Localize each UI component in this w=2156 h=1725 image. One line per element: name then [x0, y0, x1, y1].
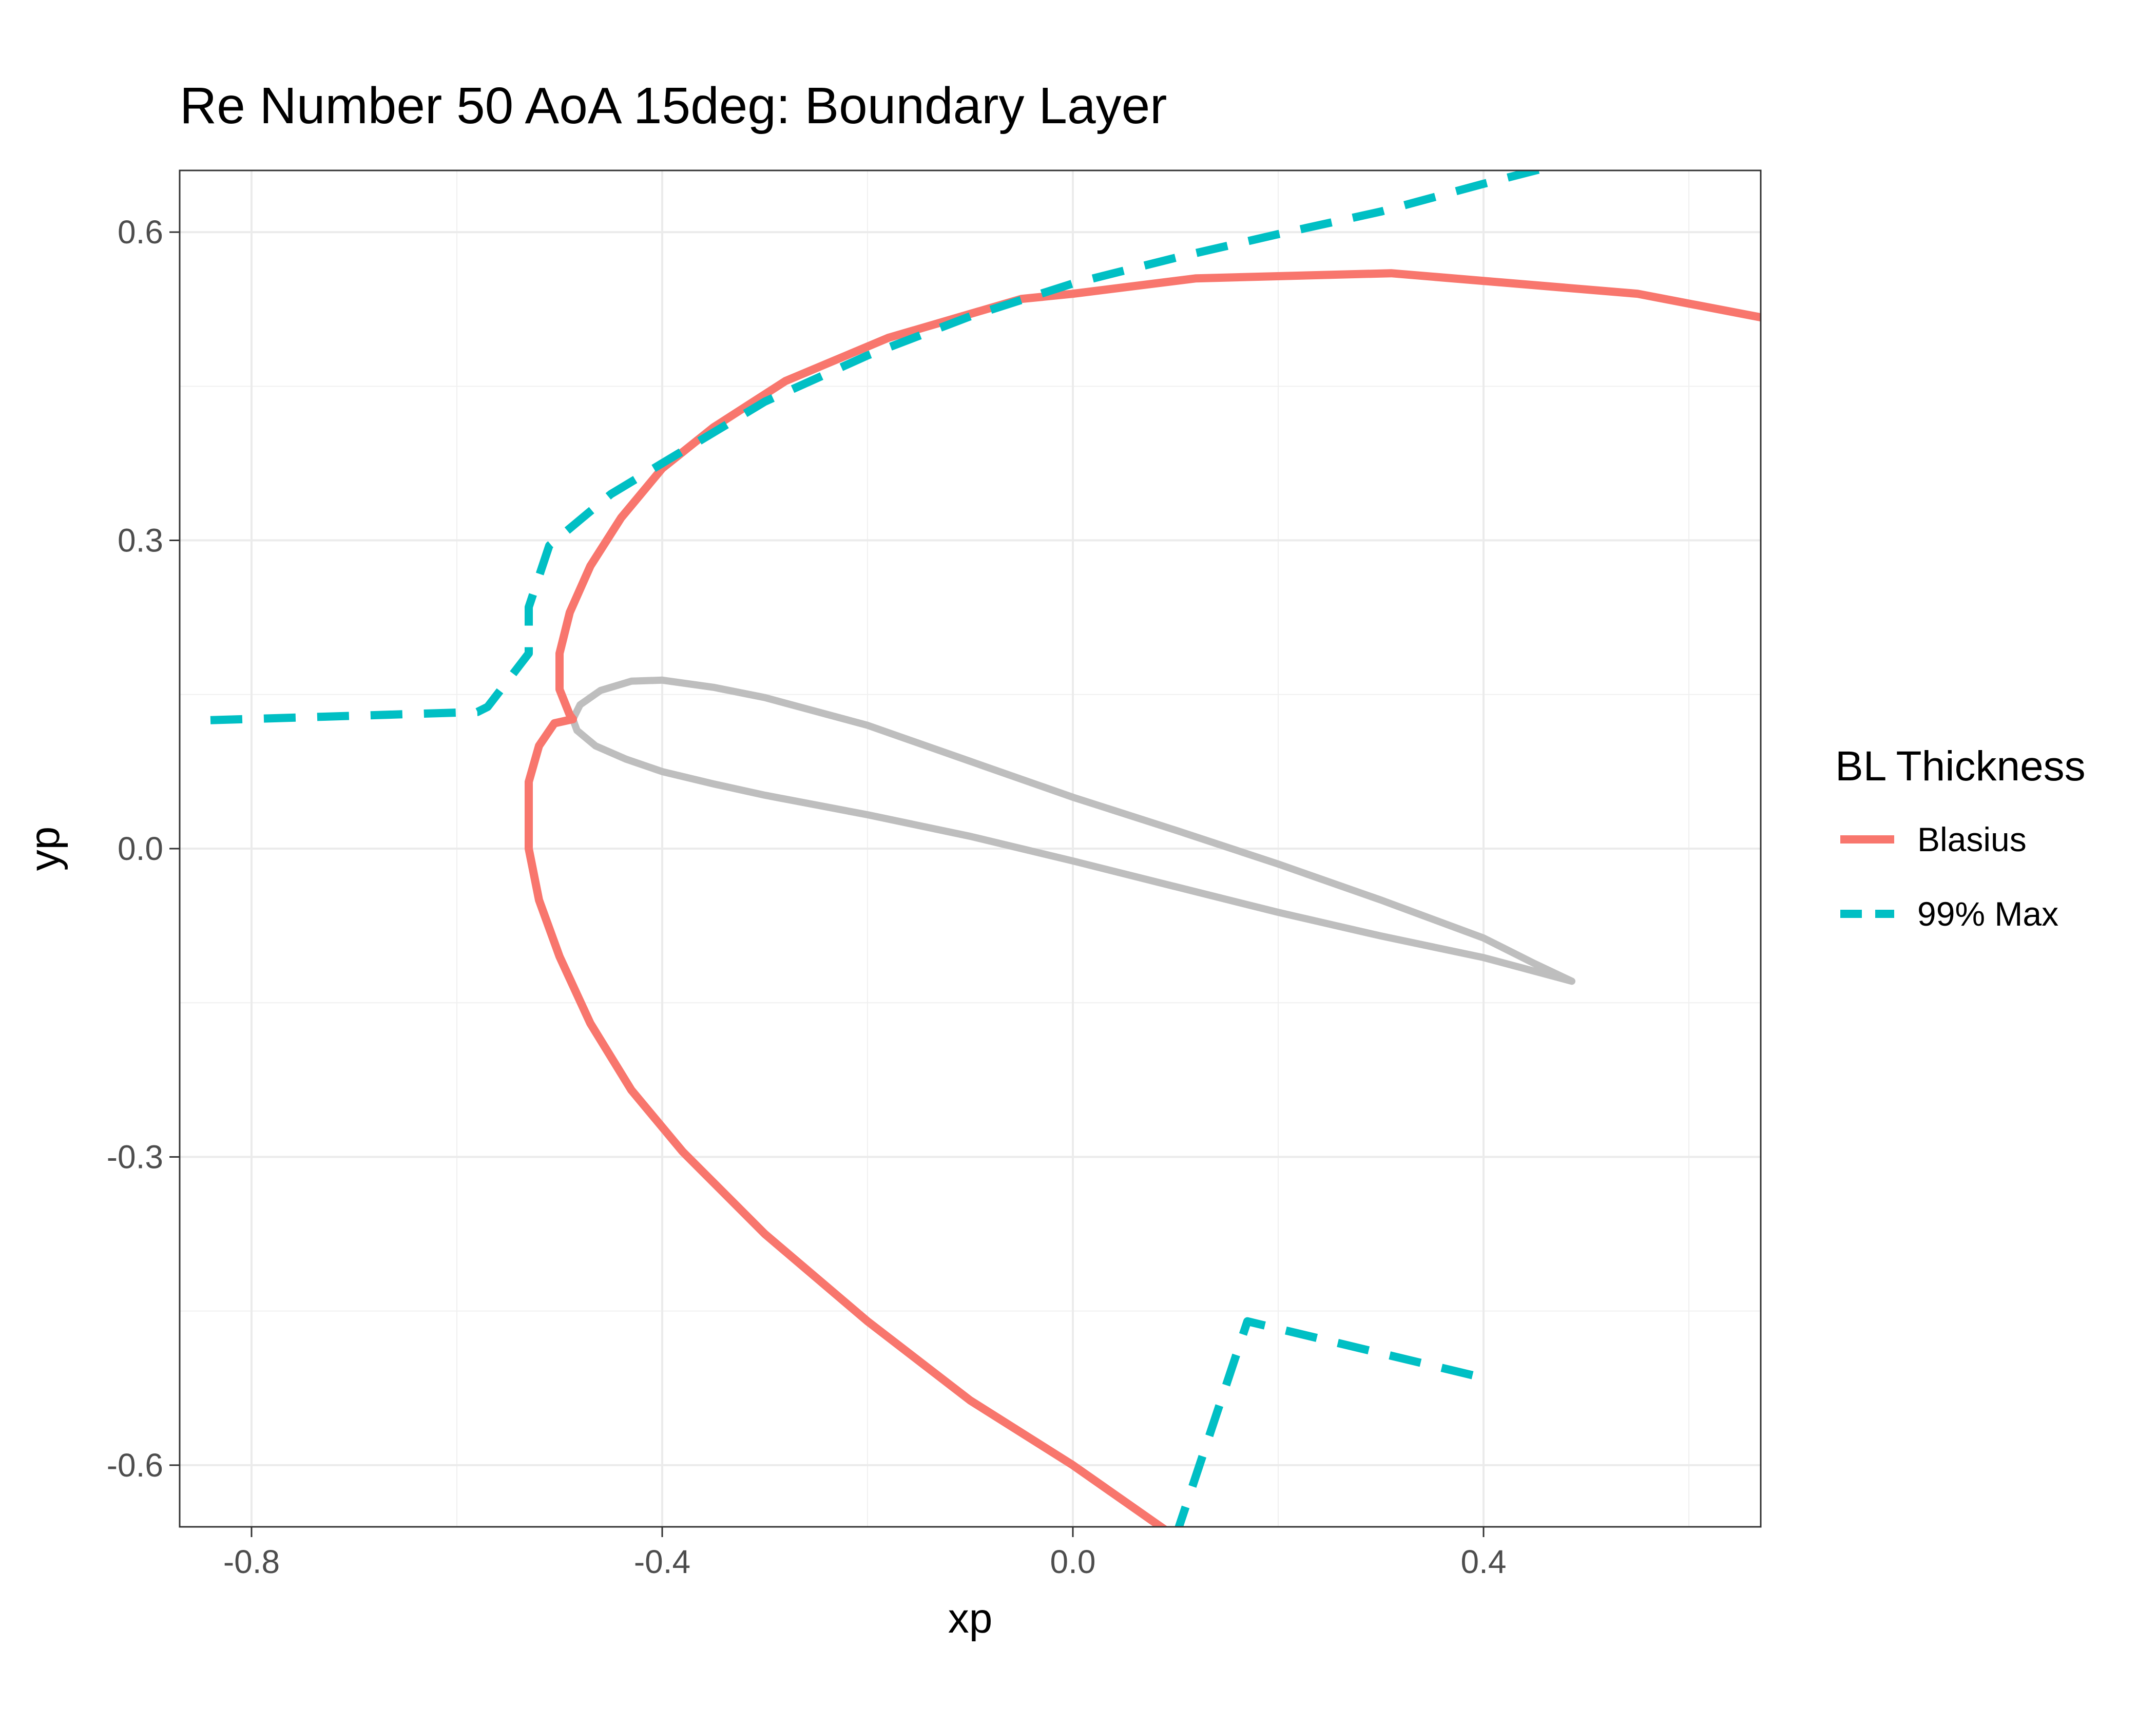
- gridlines: [180, 170, 1761, 1527]
- x-axis: -0.8 -0.4 0.0 0.4: [223, 1527, 1507, 1580]
- x-tick-label: 0.4: [1461, 1543, 1507, 1580]
- legend: BL Thickness Blasius 99% Max: [1835, 743, 2086, 933]
- airfoil-outline: [569, 676, 1575, 985]
- series-line-blasius: [525, 715, 1168, 1527]
- x-axis-title: xp: [948, 1595, 993, 1642]
- x-tick-label: 0.0: [1050, 1543, 1096, 1580]
- data-layer: [210, 170, 1761, 1527]
- x-tick-label: -0.4: [634, 1543, 690, 1580]
- chart-title: Re Number 50 AoA 15deg: Boundary Layer: [180, 77, 1167, 135]
- y-tick-label: 0.3: [118, 522, 163, 559]
- y-axis-title: yp: [22, 827, 68, 871]
- legend-label: Blasius: [1917, 820, 2027, 858]
- y-axis: -0.6 -0.3 0.0 0.3 0.6: [107, 214, 180, 1484]
- series-line-99-max: [1175, 1317, 1485, 1527]
- series-line-blasius: [555, 269, 1761, 723]
- series-line-99-max: [210, 170, 1552, 724]
- x-tick-label: -0.8: [223, 1543, 280, 1580]
- legend-title: BL Thickness: [1835, 743, 2086, 790]
- legend-label: 99% Max: [1917, 895, 2058, 933]
- y-tick-label: -0.6: [107, 1447, 163, 1484]
- y-tick-label: -0.3: [107, 1138, 163, 1175]
- y-tick-label: 0.6: [118, 214, 163, 251]
- y-tick-label: 0.0: [118, 830, 163, 867]
